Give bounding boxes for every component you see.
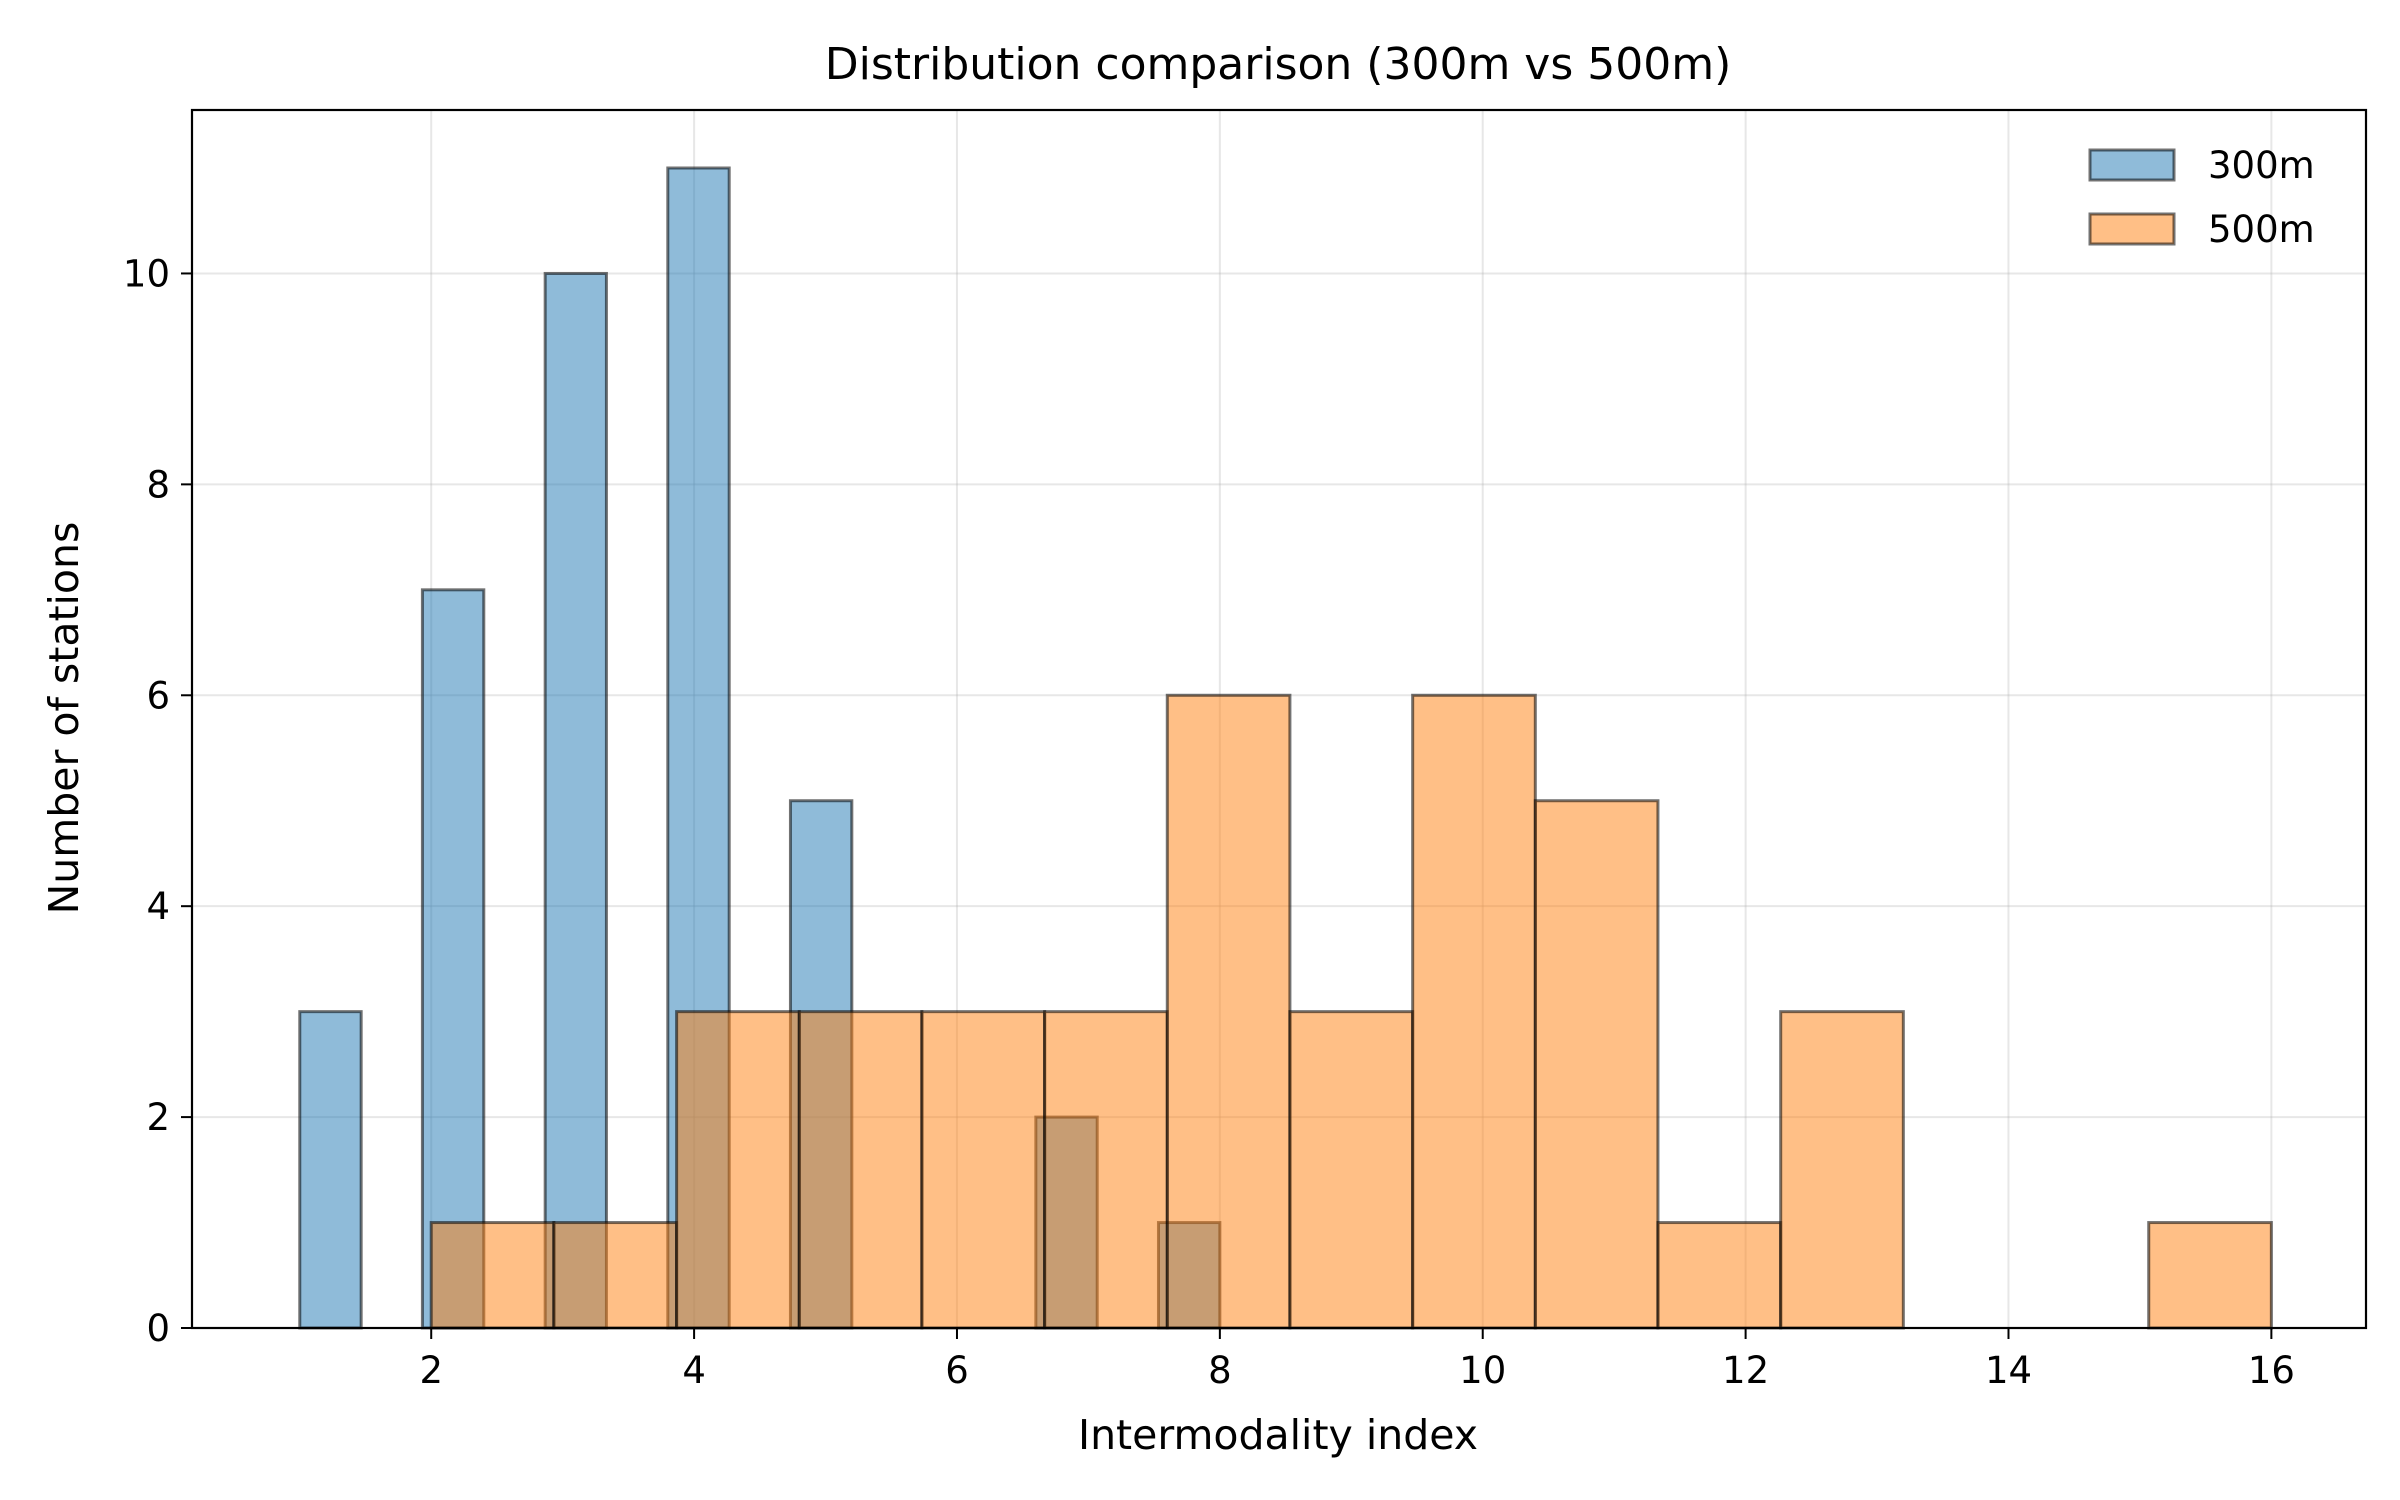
x-tick-label: 4 <box>682 1349 706 1392</box>
x-tick-label: 8 <box>1208 1349 1232 1392</box>
bar-500m <box>1779 1010 1905 1330</box>
bar-500m <box>1656 1221 1783 1330</box>
x-tick-label: 14 <box>1985 1349 2032 1392</box>
y-tick-label: 2 <box>146 1096 170 1139</box>
bar-500m <box>1043 1010 1169 1330</box>
bar-500m <box>920 1010 1047 1330</box>
legend-swatch-500m <box>2088 212 2176 246</box>
y-tick-label: 6 <box>146 674 170 717</box>
legend-label-300m: 300m <box>2208 144 2315 187</box>
bar-500m <box>1165 693 1292 1330</box>
bar-300m <box>298 1010 363 1330</box>
y-tick-label: 0 <box>146 1307 170 1350</box>
y-axis-label: Number of stations <box>40 522 88 915</box>
x-tick-label: 2 <box>419 1349 443 1392</box>
y-tick-label: 4 <box>146 885 170 928</box>
series-500m <box>429 693 2273 1330</box>
y-tick-label: 8 <box>146 463 170 506</box>
axis-ticks: 2 4 6 8 10 12 14 16 0 2 4 6 8 10 <box>123 252 2295 1392</box>
chart-title: Distribution comparison (300m vs 500m) <box>825 39 1732 90</box>
bar-300m <box>543 271 608 1330</box>
bar-500m <box>1411 693 1537 1330</box>
y-tick-label: 10 <box>123 252 170 295</box>
legend-swatch-300m <box>2088 148 2176 182</box>
x-tick-label: 16 <box>2248 1349 2295 1392</box>
legend-label-500m: 500m <box>2208 208 2315 251</box>
bar-500m <box>2147 1221 2273 1330</box>
x-tick-label: 12 <box>1722 1349 1769 1392</box>
bar-500m <box>1533 799 1660 1330</box>
x-tick-label: 10 <box>1459 1349 1506 1392</box>
bar-500m <box>429 1221 556 1330</box>
bar-500m <box>552 1221 679 1330</box>
bar-300m <box>420 588 486 1330</box>
plot-frame <box>190 108 2368 1330</box>
x-tick-label: 6 <box>945 1349 969 1392</box>
bars <box>298 166 2273 1330</box>
bar-500m <box>675 1010 801 1330</box>
bar-500m <box>797 1010 924 1330</box>
x-axis-label: Intermodality index <box>1078 1411 1478 1459</box>
legend: 300m 500m <box>2088 144 2315 251</box>
bar-500m <box>1288 1010 1415 1330</box>
